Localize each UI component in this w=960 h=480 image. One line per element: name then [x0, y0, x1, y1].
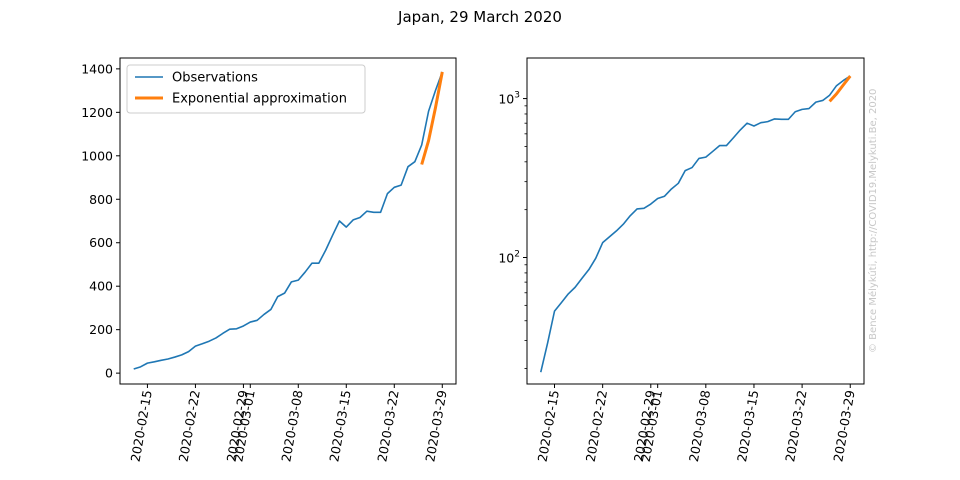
y-tick-label: 1000 [81, 148, 113, 163]
axes-frame [526, 57, 865, 385]
x-tick-label: 2020-03-29 [422, 389, 449, 463]
figure-title: Japan, 29 March 2020 [397, 8, 562, 26]
series-line-approximation [828, 75, 852, 103]
y-tick-label: 800 [89, 192, 113, 207]
x-tick-label: 2020-03-15 [326, 389, 353, 463]
x-tick-label: 2020-03-08 [686, 389, 713, 463]
series-line-approximation [420, 71, 444, 165]
axes-frame [119, 57, 457, 385]
x-tick-label: 2020-03-15 [734, 389, 761, 463]
x-tick-label: 2020-02-15 [535, 389, 562, 463]
y-tick-label: 600 [89, 235, 113, 250]
x-tick-label: 2020-03-08 [278, 389, 305, 463]
y-tick-label: 400 [89, 279, 113, 294]
x-tick-label: 2020-02-22 [583, 389, 610, 463]
x-tick-label: 2020-03-22 [374, 389, 401, 463]
series-line-observations [539, 75, 851, 373]
y-tick-label: 0 [105, 366, 113, 381]
y-tick-label: 1400 [81, 61, 113, 76]
linear-chart: 0 200 400 600 800 1000 1200 1400 2020-02-15 2020-… [81, 57, 457, 463]
y-tick-label: 103 [498, 91, 520, 107]
legend-entry: Observations [172, 71, 258, 86]
x-tick-label: 2020-02-22 [175, 389, 202, 463]
x-tick-label: 2020-02-15 [127, 389, 154, 463]
legend [126, 64, 366, 114]
x-tick-label: 2020-03-29 [830, 389, 857, 463]
legend-entry: Exponential approximation [172, 92, 347, 107]
y-tick-label: 1200 [81, 105, 113, 120]
y-tick-label: 102 [498, 250, 520, 266]
watermark: © Bence Mélykúti, http://COVID19.Melykut… [867, 89, 879, 353]
series-line-observations [133, 71, 444, 370]
y-tick-label: 200 [89, 322, 113, 337]
x-tick-label: 2020-03-22 [782, 389, 809, 463]
